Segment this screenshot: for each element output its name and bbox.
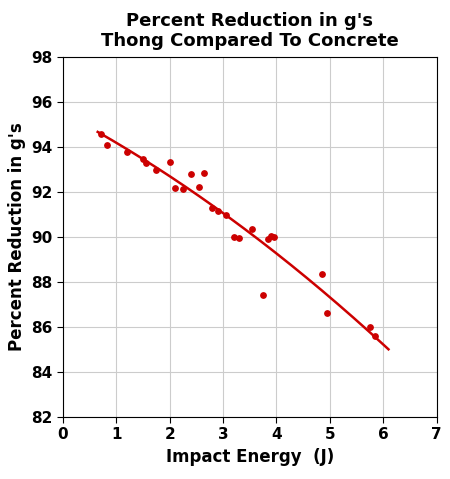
Point: [265, 236, 272, 243]
Point: [230, 233, 237, 241]
Point: [267, 232, 274, 240]
Point: [180, 185, 187, 193]
Point: [171, 184, 179, 192]
Y-axis label: Percent Reduction in g's: Percent Reduction in g's: [8, 123, 26, 352]
Point: [366, 323, 373, 331]
Point: [98, 130, 105, 137]
Point: [195, 183, 203, 191]
Point: [103, 141, 110, 149]
Point: [153, 166, 160, 173]
Point: [324, 309, 331, 317]
X-axis label: Impact Energy  (J): Impact Energy (J): [166, 448, 334, 466]
Point: [209, 204, 216, 212]
Point: [318, 270, 325, 278]
Point: [214, 207, 221, 215]
Point: [260, 292, 267, 299]
Point: [270, 233, 277, 241]
Point: [222, 211, 230, 218]
Point: [249, 226, 256, 233]
Point: [166, 158, 173, 166]
Point: [142, 159, 149, 167]
Point: [140, 155, 147, 162]
Point: [123, 148, 130, 156]
Point: [201, 169, 208, 177]
Point: [235, 234, 243, 242]
Title: Percent Reduction in g's
Thong Compared To Concrete: Percent Reduction in g's Thong Compared …: [101, 11, 399, 50]
Point: [372, 332, 379, 340]
Point: [188, 171, 195, 178]
